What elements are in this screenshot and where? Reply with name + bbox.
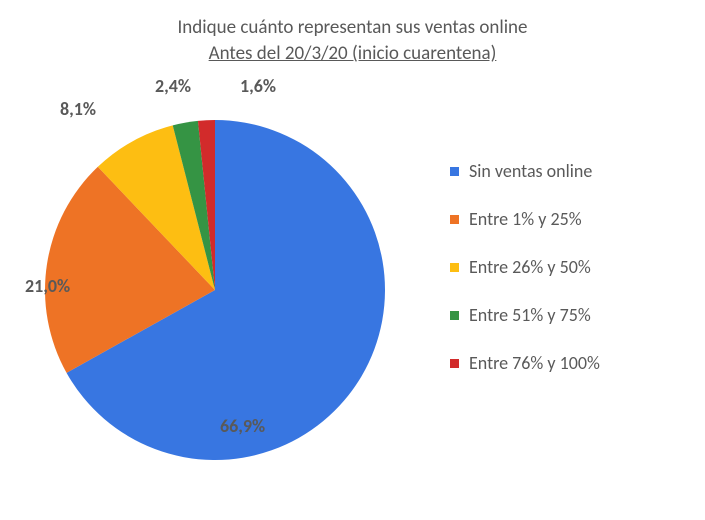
pie-area	[45, 120, 385, 460]
legend-item-2: Entre 26% y 50%	[450, 256, 600, 278]
legend-swatch-4	[450, 359, 459, 368]
legend-item-1: Entre 1% y 25%	[450, 208, 600, 230]
slice-label-1: 21,0%	[25, 275, 70, 297]
slice-label-3: 2,4%	[155, 75, 191, 97]
legend-label-2: Entre 26% y 50%	[469, 256, 591, 278]
chart-title-line1: Indique cuánto representan sus ventas on…	[178, 16, 528, 39]
legend: Sin ventas online Entre 1% y 25% Entre 2…	[450, 160, 600, 400]
slice-label-2: 8,1%	[60, 98, 96, 120]
legend-label-0: Sin ventas online	[469, 160, 592, 182]
slice-label-0: 66,9%	[220, 415, 265, 437]
legend-item-3: Entre 51% y 75%	[450, 304, 600, 326]
legend-item-4: Entre 76% y 100%	[450, 352, 600, 374]
chart-title: Indique cuánto representan sus ventas on…	[0, 15, 705, 67]
pie-slices	[45, 120, 385, 460]
legend-label-1: Entre 1% y 25%	[469, 208, 582, 230]
pie-svg	[45, 120, 385, 460]
chart-title-line2: Antes del 20/3/20 (inicio cuarentena)	[209, 42, 497, 65]
legend-label-4: Entre 76% y 100%	[469, 352, 600, 374]
pie-chart-container: Indique cuánto representan sus ventas on…	[0, 0, 705, 520]
legend-swatch-0	[450, 167, 459, 176]
legend-item-0: Sin ventas online	[450, 160, 600, 182]
legend-swatch-3	[450, 311, 459, 320]
slice-label-4: 1,6%	[240, 75, 276, 97]
legend-swatch-1	[450, 215, 459, 224]
legend-label-3: Entre 51% y 75%	[469, 304, 591, 326]
legend-swatch-2	[450, 263, 459, 272]
